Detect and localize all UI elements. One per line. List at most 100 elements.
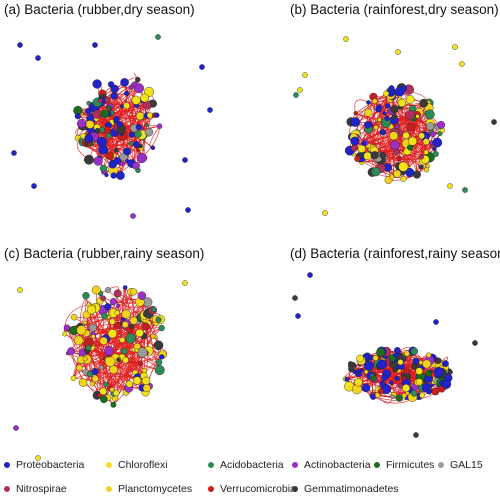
isolated-node — [11, 150, 17, 156]
network-node — [156, 123, 163, 130]
network-node — [134, 130, 142, 138]
isolated-node — [17, 42, 23, 48]
legend-label: Gemmatimonadetes — [304, 483, 399, 495]
network-node — [140, 93, 149, 103]
isolated-node — [182, 280, 188, 286]
isolated-node — [462, 187, 468, 193]
network-node — [363, 151, 372, 161]
network-edge — [111, 287, 126, 390]
network-node — [88, 323, 97, 332]
network-edge — [103, 356, 162, 400]
legend-dot — [374, 462, 380, 468]
network-node — [99, 336, 108, 346]
network-node — [390, 105, 399, 114]
legend-item-acidobacteria: Acidobacteria — [208, 459, 284, 471]
network-node — [348, 365, 355, 373]
isolated-node — [292, 295, 298, 301]
network-node — [356, 354, 364, 363]
network-node — [370, 151, 379, 160]
network-node — [344, 376, 350, 382]
legend-dot — [4, 462, 10, 468]
network-node — [70, 375, 77, 382]
network-node — [150, 333, 156, 339]
isolated-node — [92, 42, 98, 48]
network-node — [403, 367, 411, 375]
legend-item-verrucomicrobia: Verrucomicrobia — [208, 483, 296, 495]
network-edge — [96, 83, 114, 171]
network-node — [98, 98, 103, 103]
network-node — [123, 147, 131, 156]
legend-label: Actinobacteria — [304, 459, 371, 471]
network-node — [412, 357, 420, 365]
isolated-node — [307, 272, 313, 278]
network-node — [101, 312, 108, 320]
network-node — [432, 150, 439, 158]
network-node — [141, 376, 151, 386]
network-node — [128, 85, 134, 90]
network-node — [134, 348, 139, 353]
network-node — [137, 291, 147, 300]
legend-item-planctomycetes: Planctomycetes — [106, 483, 192, 495]
network-panel-b: (b) Bacteria (rainforest,dry season) — [250, 0, 500, 225]
network-node — [94, 127, 101, 134]
network-node — [394, 347, 401, 354]
network-node — [415, 367, 423, 375]
network-node — [138, 143, 143, 149]
network-node — [373, 125, 379, 130]
network-edge — [113, 310, 153, 394]
network-node — [366, 100, 371, 105]
network-node — [374, 392, 381, 398]
network-node — [135, 328, 144, 338]
isolated-node — [207, 107, 213, 113]
network-node — [99, 164, 108, 173]
network-node — [425, 352, 432, 358]
network-node — [122, 285, 128, 290]
network-nodes — [293, 36, 497, 216]
network-node — [418, 164, 424, 170]
network-node — [85, 108, 92, 115]
network-graph-a — [11, 34, 213, 219]
network-node — [128, 131, 135, 138]
network-node — [376, 104, 383, 111]
network-node — [107, 329, 118, 339]
legend-dot — [208, 462, 214, 468]
network-node — [389, 174, 395, 180]
network-node — [423, 149, 429, 155]
network-graph-c — [13, 280, 188, 461]
network-node — [426, 122, 435, 131]
network-node — [103, 381, 109, 388]
network-node — [422, 359, 432, 369]
network-edge — [95, 307, 135, 351]
network-node — [350, 144, 359, 152]
network-node — [62, 331, 68, 337]
network-edge — [354, 99, 369, 114]
network-node — [150, 145, 156, 150]
network-node — [91, 375, 99, 383]
network-node — [120, 78, 129, 87]
network-node — [100, 295, 106, 302]
network-node — [395, 394, 403, 402]
legend-label: Proteobacteria — [16, 459, 85, 471]
network-node — [154, 112, 160, 118]
network-node — [394, 86, 405, 97]
network-node — [137, 347, 148, 358]
network-node — [116, 121, 123, 128]
network-node — [104, 303, 112, 311]
network-node — [364, 108, 373, 117]
network-node — [138, 360, 143, 366]
isolated-node — [293, 92, 299, 98]
network-node — [74, 113, 81, 120]
network-node — [426, 388, 433, 395]
network-node — [114, 310, 120, 316]
network-node — [135, 76, 141, 83]
network-node — [128, 141, 134, 146]
network-node — [350, 136, 360, 146]
network-node — [86, 370, 94, 378]
isolated-node — [185, 207, 191, 213]
network-node — [361, 383, 371, 393]
network-node — [109, 298, 118, 306]
network-node — [431, 387, 440, 396]
network-node — [84, 133, 94, 144]
isolated-node — [35, 455, 41, 461]
legend-item-nitrospirae: Nitrospirae — [4, 483, 67, 495]
